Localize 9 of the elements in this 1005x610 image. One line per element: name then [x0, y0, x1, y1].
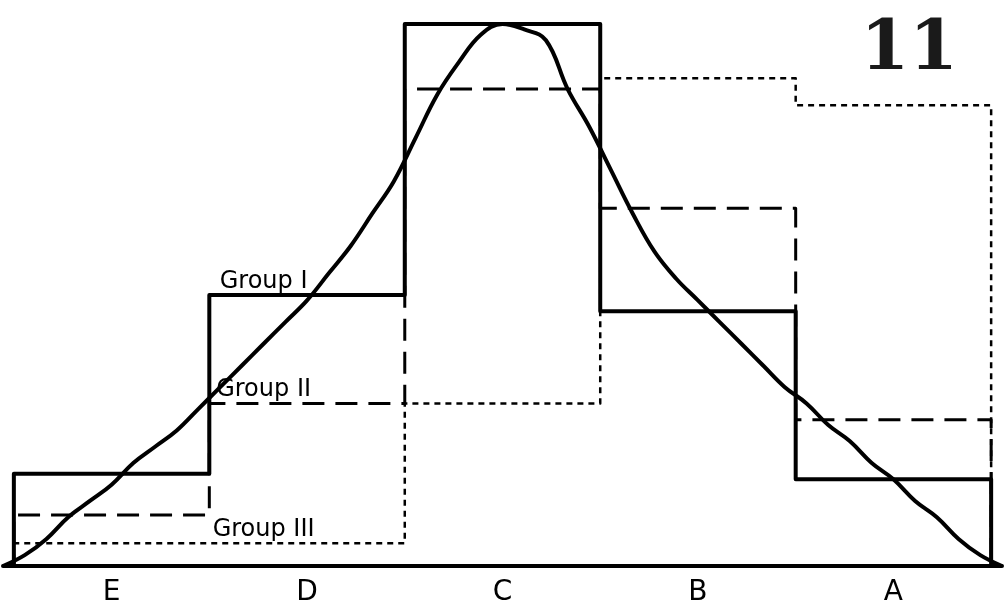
- x-tick-label: C: [492, 573, 513, 607]
- x-tick-label: D: [296, 573, 318, 607]
- x-tick-label: E: [102, 573, 121, 607]
- series-label: Group II: [216, 374, 312, 403]
- x-tick-label: A: [883, 573, 903, 607]
- chart-title: 11: [860, 2, 959, 86]
- series-label: Group III: [212, 514, 315, 543]
- x-tick-label: B: [688, 573, 708, 607]
- series-label: Group I: [219, 266, 308, 294]
